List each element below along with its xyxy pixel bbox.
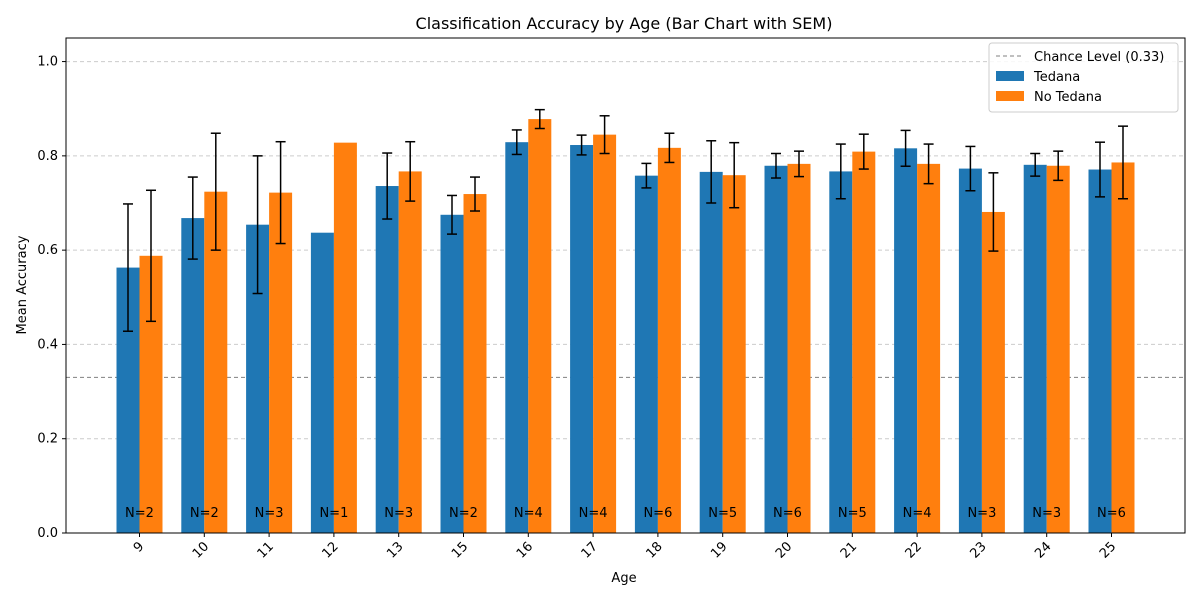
sample-size-label: N=5 [838, 506, 867, 521]
legend-label-no-tedana: No Tedana [1034, 90, 1102, 105]
sample-size-label: N=3 [1032, 506, 1061, 521]
bar-no-tedana [917, 163, 941, 533]
sample-size-label: N=4 [579, 506, 608, 521]
bar-tedana [246, 224, 270, 533]
legend-tedana-swatch [996, 71, 1024, 81]
bar-tedana [1088, 169, 1112, 533]
x-tick-label: 22 [903, 539, 925, 561]
x-tick-label: 10 [190, 539, 212, 561]
y-tick-label: 0.4 [37, 337, 58, 352]
x-axis-label: Age [611, 571, 636, 586]
x-tick-label: 11 [255, 539, 277, 561]
legend-label-chance: Chance Level (0.33) [1034, 50, 1164, 65]
x-tick-label: 15 [449, 539, 471, 561]
x-axis-ticks: 9 10 11 12 13 15 16 17 18 19 20 21 22 23 24 25 [131, 533, 1119, 562]
bar-tedana [634, 175, 658, 533]
x-tick-label: 12 [319, 539, 341, 561]
bar-no-tedana [722, 175, 746, 533]
sample-size-label: N=3 [384, 506, 413, 521]
error-bars [123, 108, 1128, 332]
y-tick-label: 0.0 [37, 526, 58, 541]
bar-no-tedana [981, 211, 1005, 533]
bar-no-tedana [333, 142, 357, 533]
sample-size-label: N=3 [967, 506, 996, 521]
bar-tedana [1023, 164, 1047, 534]
bar-tedana [958, 168, 982, 534]
x-tick-label: 9 [131, 539, 147, 555]
bar-tedana [440, 214, 464, 534]
bar-no-tedana [463, 194, 487, 534]
bar-no-tedana [1046, 165, 1070, 533]
bar-tedana [764, 165, 788, 533]
bar-no-tedana [269, 192, 293, 533]
y-axis-label: Mean Accuracy [15, 235, 30, 334]
bar-no-tedana [1111, 162, 1135, 533]
sample-size-label: N=1 [319, 506, 348, 521]
bar-no-tedana [852, 151, 876, 533]
bar-no-tedana [398, 171, 422, 533]
x-tick-label: 23 [967, 539, 989, 561]
x-tick-label: 24 [1032, 539, 1054, 561]
x-tick-label: 13 [384, 539, 406, 561]
bar-no-tedana [787, 163, 811, 533]
bar-no-tedana [528, 119, 552, 533]
n-labels: N=2 N=2 N=3 N=1 N=3 N=2 N=4 N=4 N=6 N=5 N=6 N=5 N=4 N… [125, 506, 1126, 521]
sample-size-label: N=6 [773, 506, 802, 521]
x-tick-label: 20 [773, 539, 795, 561]
y-tick-label: 0.2 [37, 432, 58, 447]
sample-size-label: N=2 [449, 506, 478, 521]
sample-size-label: N=4 [903, 506, 932, 521]
x-tick-label: 17 [579, 539, 601, 561]
sample-size-label: N=2 [125, 506, 154, 521]
chart-title: Classification Accuracy by Age (Bar Char… [416, 14, 833, 33]
bars [116, 119, 1135, 534]
y-tick-label: 0.6 [37, 243, 58, 258]
bar-no-tedana [593, 134, 617, 533]
y-gridlines [66, 61, 1185, 534]
bar-tedana [894, 148, 918, 534]
x-tick-label: 21 [838, 539, 860, 561]
bar-tedana [699, 171, 723, 533]
x-tick-label: 16 [514, 539, 536, 561]
bar-tedana [375, 186, 399, 533]
bar-tedana [116, 267, 140, 533]
legend-label-tedana: Tedana [1033, 70, 1080, 85]
sample-size-label: N=6 [1097, 506, 1126, 521]
sample-size-label: N=5 [708, 506, 737, 521]
bar-no-tedana [204, 191, 228, 533]
y-axis-ticks: 0.0 0.2 0.4 0.6 0.8 1.0 [37, 55, 66, 541]
bar-tedana [181, 218, 205, 534]
legend-box [988, 42, 1179, 113]
bar-tedana [829, 171, 853, 533]
bar-tedana [505, 142, 529, 533]
sample-size-label: N=3 [255, 506, 284, 521]
sample-size-label: N=2 [190, 506, 219, 521]
bar-no-tedana [657, 147, 681, 534]
legend: Chance Level (0.33) Tedana No Tedana [988, 42, 1179, 113]
y-tick-label: 1.0 [37, 55, 58, 70]
plot-frame [65, 37, 1186, 534]
bar-tedana [310, 232, 334, 533]
bar-no-tedana [139, 255, 163, 534]
x-tick-label: 18 [643, 539, 665, 561]
sample-size-label: N=4 [514, 506, 543, 521]
x-tick-label: 25 [1097, 539, 1119, 561]
y-tick-label: 0.8 [37, 149, 58, 164]
x-tick-label: 19 [708, 539, 730, 561]
bar-tedana [570, 145, 594, 533]
sample-size-label: N=6 [643, 506, 672, 521]
legend-no-tedana-swatch [996, 91, 1024, 101]
